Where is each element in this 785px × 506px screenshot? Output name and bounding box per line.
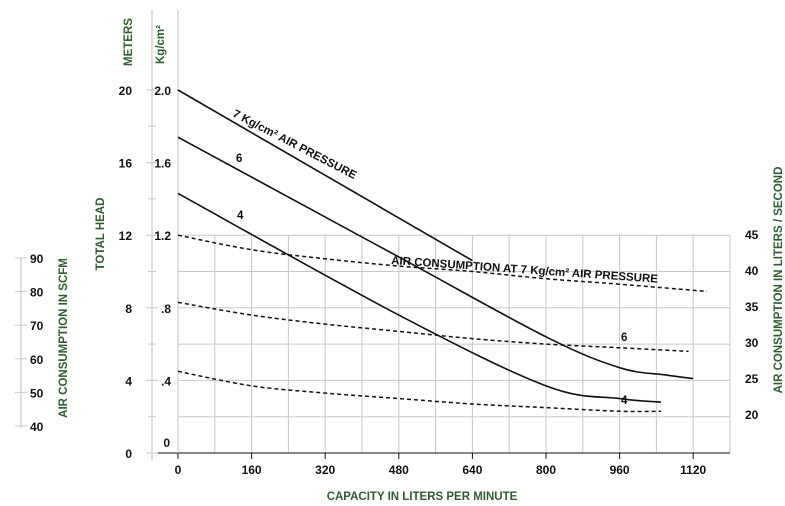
scfm-tick-label: 50 xyxy=(30,386,44,400)
scfm-tick-label: 90 xyxy=(30,252,44,266)
series-lines xyxy=(177,89,708,413)
series-line-1 xyxy=(177,136,694,380)
x-axis-title: CAPACITY IN LITERS PER MINUTE xyxy=(327,491,518,503)
grid xyxy=(177,234,731,453)
meters-tick-label: 20 xyxy=(119,84,133,98)
kgcm2-tick-label: 2.0 xyxy=(154,84,171,98)
right-tick-label: 40 xyxy=(745,264,759,278)
kgcm2-tick-label: .8 xyxy=(161,302,171,316)
kgcm2-unit-label: Kg/cm² xyxy=(155,25,167,64)
scfm-tick-label: 40 xyxy=(30,420,44,434)
curve-label-7-air-pressure: 7 Kg/cm² AIR PRESSURE xyxy=(231,108,359,182)
right-tick-label: 20 xyxy=(745,408,759,422)
x-tick-label: 160 xyxy=(242,463,262,477)
meters-unit-label: METERS xyxy=(123,18,135,66)
kgcm2-tick-label: 1.2 xyxy=(154,229,171,243)
x-tick-label: 0 xyxy=(175,463,182,477)
right-tick-label: 30 xyxy=(745,336,759,350)
series-line-5 xyxy=(177,370,662,413)
scfm-tick-label: 80 xyxy=(30,286,44,300)
x-tick-label: 1120 xyxy=(680,463,706,477)
scfm-tick-label: 70 xyxy=(30,319,44,333)
kgcm2-tick-label: 1.6 xyxy=(154,157,171,171)
air-consumption-label: AIR CONSUMPTION AT 7 Kg/cm² AIR PRESSURE xyxy=(391,255,659,286)
right-tick-label: 35 xyxy=(745,300,759,314)
scfm-axis-title: AIR CONSUMPTION IN SCFM xyxy=(58,258,70,418)
curve-label-4: 4 xyxy=(237,210,244,222)
meters-tick-label: 4 xyxy=(125,374,132,388)
x-tick-label: 320 xyxy=(315,463,335,477)
meters-tick-label: 12 xyxy=(119,229,133,243)
series-line-3 xyxy=(177,234,708,293)
meters-tick-label: 8 xyxy=(125,302,132,316)
series-line-2 xyxy=(177,192,662,403)
kgcm2-tick-label: .4 xyxy=(161,374,171,388)
air-consumption-label-4: 4 xyxy=(621,395,628,407)
meters-tick-label: 0 xyxy=(125,447,132,461)
liters-per-second-axis-title: AIR CONSUMPTION IN LITERS / SECOND xyxy=(773,167,785,394)
x-tick-label: 480 xyxy=(389,463,409,477)
kgcm2-zero-label: 0 xyxy=(163,436,170,450)
x-tick-label: 800 xyxy=(536,463,556,477)
scfm-tick-label: 60 xyxy=(30,353,44,367)
tick-labels: 0 160 320 480 640 800 960 1120048121620.4.81.21… xyxy=(15,84,759,477)
total-head-title: TOTAL HEAD xyxy=(95,198,107,271)
right-tick-label: 25 xyxy=(745,372,759,386)
series-line-4 xyxy=(177,301,689,353)
x-tick-label: 640 xyxy=(462,463,482,477)
x-tick-label: 960 xyxy=(610,463,630,477)
air-consumption-label-6: 6 xyxy=(621,332,627,344)
series-line-0 xyxy=(177,89,473,262)
curve-label-6: 6 xyxy=(236,153,242,165)
meters-tick-label: 16 xyxy=(119,157,133,171)
right-tick-label: 45 xyxy=(745,228,759,242)
